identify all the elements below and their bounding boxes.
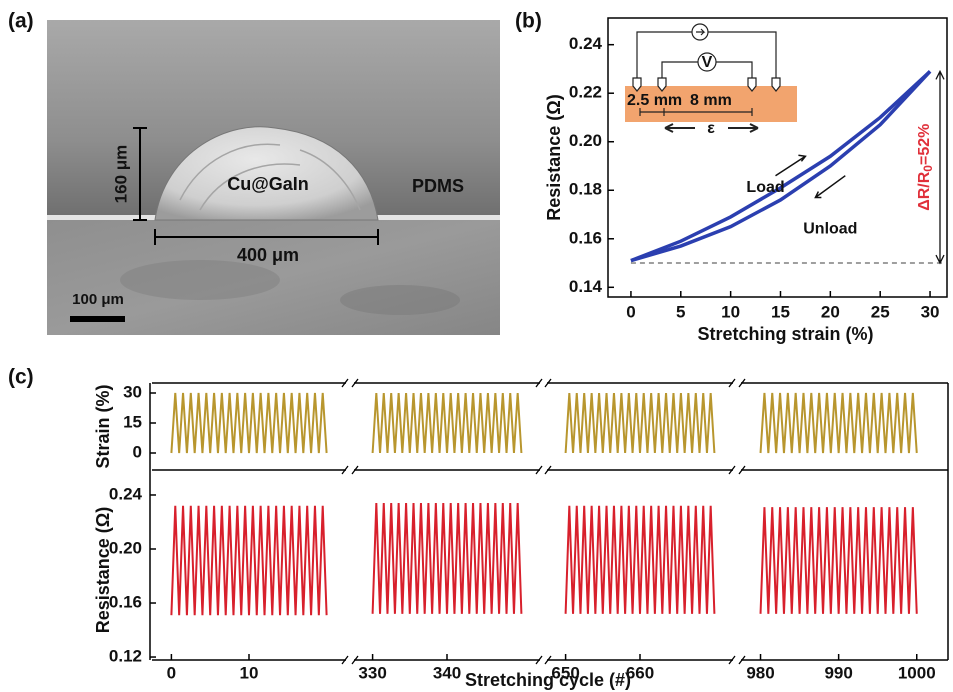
substrate-label: PDMS xyxy=(412,176,464,196)
x-tick-label: 10 xyxy=(721,302,740,321)
series-label: Load xyxy=(746,179,784,196)
axis-break xyxy=(729,466,745,474)
y-tick-label: 0.20 xyxy=(109,538,142,557)
y-axis-label: Resistance (Ω) xyxy=(93,507,113,633)
axis-break xyxy=(342,466,358,474)
axis-break xyxy=(536,379,551,387)
panel-label: (b) xyxy=(515,10,542,33)
y-tick-label: 0.22 xyxy=(569,83,602,102)
x-tick-label: 980 xyxy=(746,663,774,682)
axis-break xyxy=(342,656,358,664)
arrow xyxy=(776,155,806,175)
y-tick-label: 0.24 xyxy=(109,484,143,503)
panel-label: (c) xyxy=(8,366,34,389)
x-tick-label: 340 xyxy=(433,663,461,682)
y-tick-label: 0.14 xyxy=(569,277,603,296)
x-axis-label: Stretching cycle (#) xyxy=(465,670,631,690)
y-tick-label: 0.12 xyxy=(109,647,142,666)
inset-label: 2.5 mm xyxy=(627,92,682,109)
range-arrow xyxy=(936,71,944,263)
resistance-line xyxy=(761,507,917,614)
axis-break xyxy=(729,379,745,387)
annotation-part: ΔR/R xyxy=(916,171,933,211)
strain-line xyxy=(171,393,326,453)
x-tick-label: 0 xyxy=(167,663,176,682)
x-tick-label: 15 xyxy=(771,302,790,321)
y-axis-label: Strain (%) xyxy=(93,384,113,468)
series-label: Unload xyxy=(803,220,857,237)
y-tick-label: 30 xyxy=(123,382,142,401)
scale-label: 100 μm xyxy=(72,291,124,308)
x-tick-label: 25 xyxy=(871,302,890,321)
x-tick-label: 10 xyxy=(240,663,259,682)
axis-break xyxy=(342,379,358,387)
y-tick-label: 0.16 xyxy=(569,228,602,247)
y-axis-label: Resistance (Ω) xyxy=(544,94,564,220)
inset-label: ε xyxy=(707,120,715,137)
x-tick-label: 1000 xyxy=(898,663,936,682)
arrow xyxy=(815,176,845,198)
material-label: Cu@GaIn xyxy=(227,174,309,194)
x-tick-label: 5 xyxy=(676,302,685,321)
x-tick-label: 330 xyxy=(358,663,386,682)
y-tick-label: 0.18 xyxy=(569,180,602,199)
annotation: ΔR/R0=52% xyxy=(916,124,935,211)
x-tick-label: 20 xyxy=(821,302,840,321)
inset-label: 8 mm xyxy=(690,92,732,109)
y-tick-label: 0 xyxy=(133,442,142,461)
resistance-line xyxy=(171,506,326,615)
x-axis-label: Stretching strain (%) xyxy=(697,324,873,344)
y-tick-label: 15 xyxy=(123,412,142,431)
y-tick-label: 0.20 xyxy=(569,131,602,150)
resistance-line xyxy=(566,506,715,614)
strain-line xyxy=(373,393,522,453)
resistance-line xyxy=(373,503,522,614)
height-label: 160 μm xyxy=(111,145,130,204)
strain-line xyxy=(566,393,715,453)
axes-frame xyxy=(608,18,947,297)
width-label: 400 μm xyxy=(237,245,299,265)
axis-break xyxy=(729,656,745,664)
inset-circuit xyxy=(625,24,797,132)
y-tick-label: 0.24 xyxy=(569,34,603,53)
x-tick-label: 990 xyxy=(824,663,852,682)
inset-label: V xyxy=(702,54,713,71)
x-tick-label: 30 xyxy=(921,302,940,321)
figure: 160 μm Cu@GaIn PDMS 400 μm 100 μm (a) (b… xyxy=(0,0,953,692)
axis-break xyxy=(536,466,551,474)
axis-break xyxy=(536,656,551,664)
y-tick-label: 0.16 xyxy=(109,592,142,611)
panel-label: (a) xyxy=(8,10,34,33)
annotation-part: =52% xyxy=(916,124,933,165)
strain-line xyxy=(761,393,917,453)
x-tick-label: 0 xyxy=(626,302,635,321)
